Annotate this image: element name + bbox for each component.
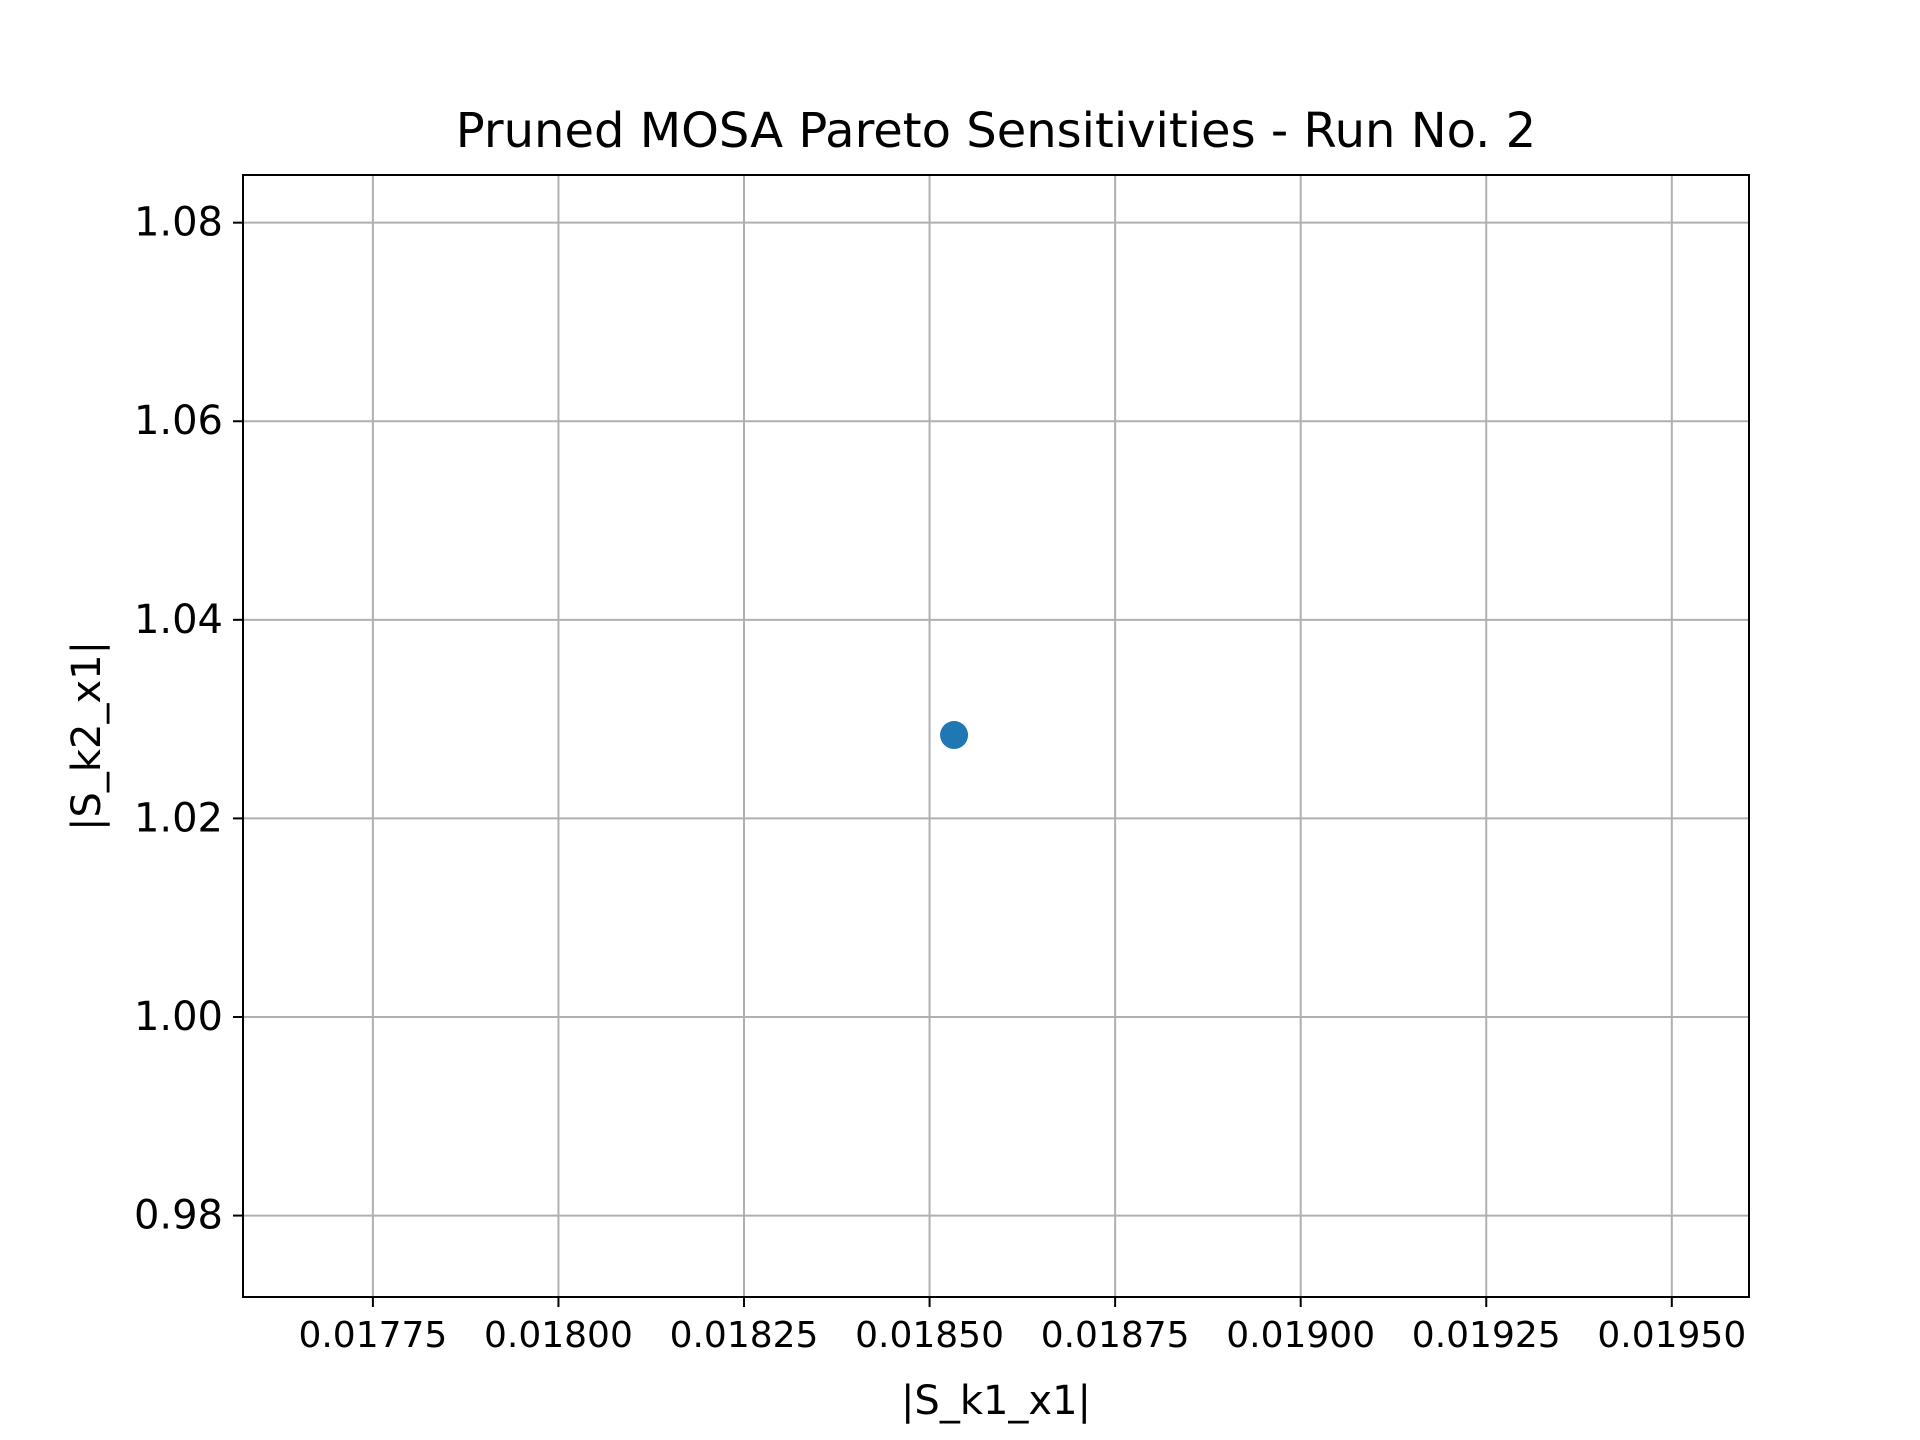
- x-tick-label: 0.01925: [1412, 1315, 1561, 1356]
- x-tick-label: 0.01900: [1226, 1315, 1375, 1356]
- plot-frame: [242, 174, 1750, 1298]
- y-tick-label: 1.00: [134, 994, 223, 1040]
- grid: [243, 175, 1749, 1297]
- x-axis-label: |S_k1_x1|: [901, 1378, 1091, 1424]
- chart-title: Pruned MOSA Pareto Sensitivities - Run N…: [456, 103, 1536, 159]
- y-tick-label: 1.04: [134, 597, 223, 643]
- x-tick-label: 0.01950: [1597, 1315, 1746, 1356]
- x-tick-label: 0.01775: [298, 1315, 447, 1356]
- x-axis-ticks: 0.01775 0.01800 0.01825 0.01850 0.01875 0.019…: [298, 1297, 1746, 1356]
- y-tick-label: 1.06: [134, 398, 223, 444]
- scatter-series: [940, 721, 969, 750]
- x-tick-label: 0.01825: [670, 1315, 819, 1356]
- x-tick-label: 0.01875: [1041, 1315, 1190, 1356]
- x-tick-label: 0.01850: [855, 1315, 1004, 1356]
- y-tick-label: 1.08: [134, 200, 223, 246]
- y-axis-label: |S_k2_x1|: [64, 641, 110, 831]
- data-point: [940, 721, 969, 750]
- y-tick-label: 0.98: [134, 1193, 223, 1239]
- x-tick-label: 0.01800: [484, 1315, 633, 1356]
- y-axis-ticks: 0.98 1.00 1.02 1.04 1.06 1.08: [134, 200, 243, 1239]
- y-tick-label: 1.02: [134, 795, 223, 841]
